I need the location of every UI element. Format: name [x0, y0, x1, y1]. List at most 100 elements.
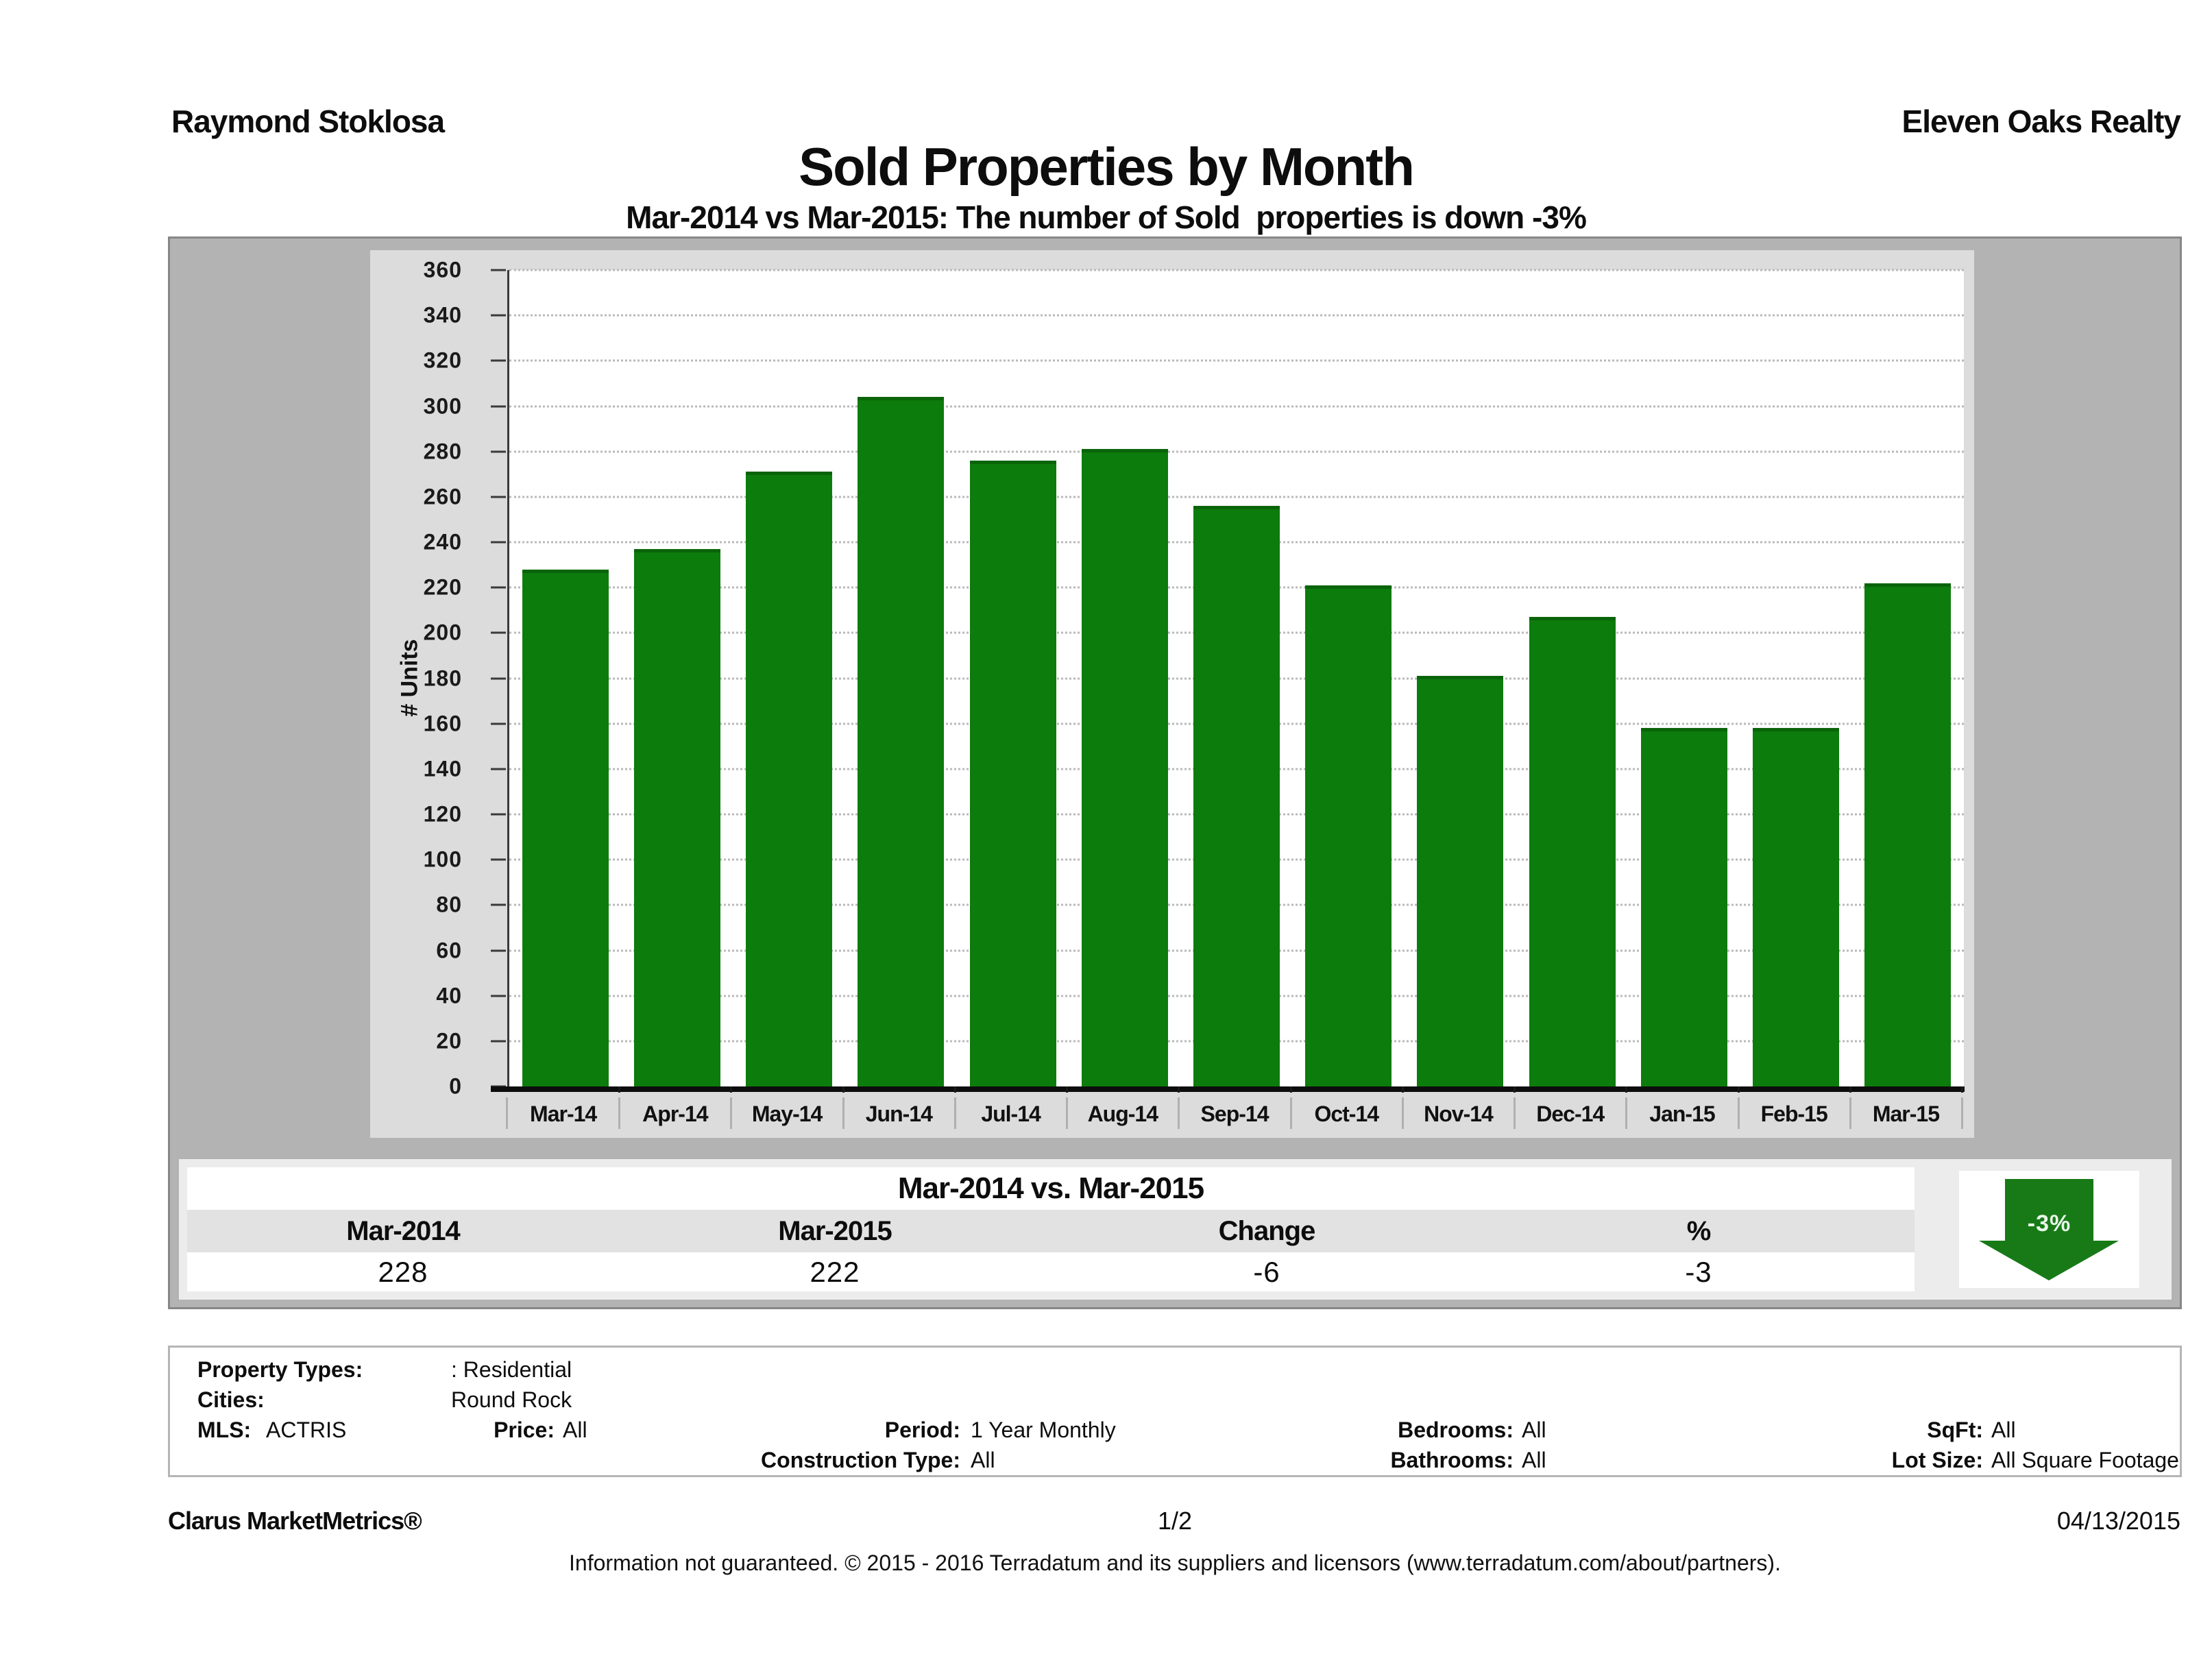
- brokerage-name: Eleven Oaks Realty: [1901, 104, 2181, 139]
- bar-Jul-14: [969, 460, 1056, 1086]
- bar-slot-May-14: [733, 270, 844, 1086]
- cities-label: Cities:: [197, 1387, 265, 1412]
- bar-slot-Aug-14: [1069, 270, 1180, 1086]
- gridline-320: [509, 359, 1964, 362]
- bar-Jun-14: [858, 397, 945, 1086]
- lot-size-value: All Square Footage: [1991, 1448, 2179, 1472]
- col-header-percent: %: [1686, 1216, 1712, 1246]
- gridline-300: [509, 405, 1964, 407]
- period-label: Period:: [884, 1418, 960, 1442]
- y-tick-100: [491, 858, 506, 861]
- bar-slot-Mar-14: [509, 270, 621, 1086]
- y-axis-tick-labels: 0 20 40 60 80 100 120 140 160 180 200 220 240 260 280 3…: [370, 258, 487, 1099]
- bar-slot-Apr-14: [621, 270, 733, 1086]
- x-tick-label-Apr-14: Apr-14: [619, 1086, 733, 1136]
- bar-Mar-14: [522, 569, 609, 1086]
- agent-name: Raymond Stoklosa: [171, 104, 445, 139]
- construction-type-value: All: [971, 1448, 995, 1472]
- x-tick-label-Mar-14: Mar-14: [507, 1086, 621, 1136]
- y-tick-label-280: 280: [423, 439, 462, 464]
- chart-panel: # Units 0 20 40 60 80 100 120 140 160 180 200 220 24…: [168, 236, 2182, 1309]
- y-tick-label-40: 40: [436, 983, 462, 1008]
- comparison-header-row: Mar-2014 Mar-2015 Change %: [187, 1210, 1915, 1252]
- bar-Aug-14: [1081, 449, 1168, 1086]
- bar-Oct-14: [1305, 585, 1392, 1086]
- mls-value: ACTRIS: [266, 1418, 347, 1442]
- price-label: Price:: [494, 1418, 555, 1442]
- y-tick-label-360: 360: [423, 257, 462, 282]
- report-date: 04/13/2015: [2056, 1507, 2180, 1535]
- value-mar-2014: 228: [378, 1256, 428, 1288]
- y-tick-300: [491, 405, 506, 407]
- x-tick-label-Jul-14: Jul-14: [955, 1086, 1069, 1136]
- bar-slot-Oct-14: [1293, 270, 1405, 1086]
- x-axis-line: [491, 1086, 1965, 1092]
- col-header-change: Change: [1218, 1216, 1316, 1246]
- bathrooms-value: All: [1522, 1448, 1546, 1472]
- gridline-280: [509, 450, 1964, 453]
- x-tick-label-Mar-15: Mar-15: [1850, 1086, 1964, 1136]
- y-tick-label-220: 220: [423, 574, 462, 600]
- value-percent: -3: [1685, 1256, 1712, 1288]
- y-tick-label-160: 160: [423, 711, 462, 736]
- y-tick-200: [491, 631, 506, 634]
- lot-size-label: Lot Size:: [1891, 1448, 1983, 1472]
- report-subtitle: Mar-2014 vs Mar-2015: The number of Sold…: [626, 199, 1587, 235]
- y-tick-180: [491, 677, 506, 679]
- col-header-mar-2015: Mar-2015: [778, 1216, 892, 1246]
- y-tick-320: [491, 359, 506, 362]
- y-tick-120: [491, 813, 506, 816]
- y-tick-label-0: 0: [449, 1073, 462, 1099]
- comparison-title: Mar-2014 vs. Mar-2015: [187, 1167, 1915, 1210]
- bar-Mar-15: [1864, 583, 1952, 1086]
- y-tick-label-140: 140: [423, 756, 462, 781]
- bar-slot-Jun-14: [845, 270, 957, 1086]
- y-tick-260: [491, 496, 506, 498]
- y-tick-label-120: 120: [423, 801, 462, 827]
- value-mar-2015: 222: [810, 1256, 860, 1288]
- plot-area: [491, 269, 1964, 1088]
- bar-slot-Feb-15: [1740, 270, 1852, 1086]
- y-tick-360: [491, 269, 506, 271]
- period-value: 1 Year Monthly: [971, 1418, 1116, 1442]
- bar-slot-Mar-15: [1852, 270, 1964, 1086]
- bathrooms-label: Bathrooms:: [1390, 1448, 1514, 1472]
- y-tick-160: [491, 722, 506, 725]
- bar-May-14: [746, 472, 833, 1086]
- y-tick-label-180: 180: [423, 666, 462, 690]
- trend-arrow-label: -3%: [2027, 1211, 2071, 1237]
- x-tick-label-Oct-14: Oct-14: [1291, 1086, 1405, 1136]
- y-tick-label-20: 20: [436, 1028, 462, 1054]
- trend-arrow-box: -3%: [1959, 1171, 2139, 1288]
- bar-series: [509, 270, 1964, 1086]
- gridline-360: [509, 269, 1964, 271]
- y-tick-label-300: 300: [423, 393, 462, 418]
- x-tick-label-Jun-14: Jun-14: [843, 1086, 957, 1136]
- bar-Sep-14: [1193, 506, 1280, 1086]
- bar-Apr-14: [633, 548, 720, 1086]
- bar-slot-Sep-14: [1180, 270, 1292, 1086]
- x-tick-label-Nov-14: Nov-14: [1402, 1086, 1516, 1136]
- y-tick-label-60: 60: [436, 938, 462, 962]
- x-axis-tick-labels: Mar-14 Apr-14 May-14 Jun-14 Jul-14 Aug-14 Sep-…: [506, 1086, 1964, 1136]
- y-tick-80: [491, 903, 506, 906]
- x-tick-label-Dec-14: Dec-14: [1514, 1086, 1628, 1136]
- y-tick-label-80: 80: [436, 892, 462, 917]
- page-number: 1/2: [1157, 1507, 1193, 1535]
- x-tick-label-Aug-14: Aug-14: [1067, 1086, 1180, 1136]
- y-tick-label-320: 320: [423, 348, 462, 373]
- y-tick-40: [491, 995, 506, 997]
- bar-slot-Jul-14: [957, 270, 1069, 1086]
- bedrooms-label: Bedrooms:: [1398, 1418, 1514, 1442]
- y-tick-140: [491, 768, 506, 770]
- gridline-340: [509, 314, 1964, 317]
- comparison-summary: Mar-2014 vs. Mar-2015 Mar-2014 Mar-2015 …: [179, 1159, 2172, 1300]
- bar-Jan-15: [1640, 728, 1727, 1086]
- y-tick-label-340: 340: [423, 302, 462, 328]
- value-change: -6: [1253, 1256, 1280, 1288]
- y-tick-240: [491, 541, 506, 544]
- y-tick-label-100: 100: [423, 847, 462, 872]
- sqft-label: SqFt:: [1927, 1418, 1983, 1442]
- mls-label: MLS:: [197, 1418, 252, 1442]
